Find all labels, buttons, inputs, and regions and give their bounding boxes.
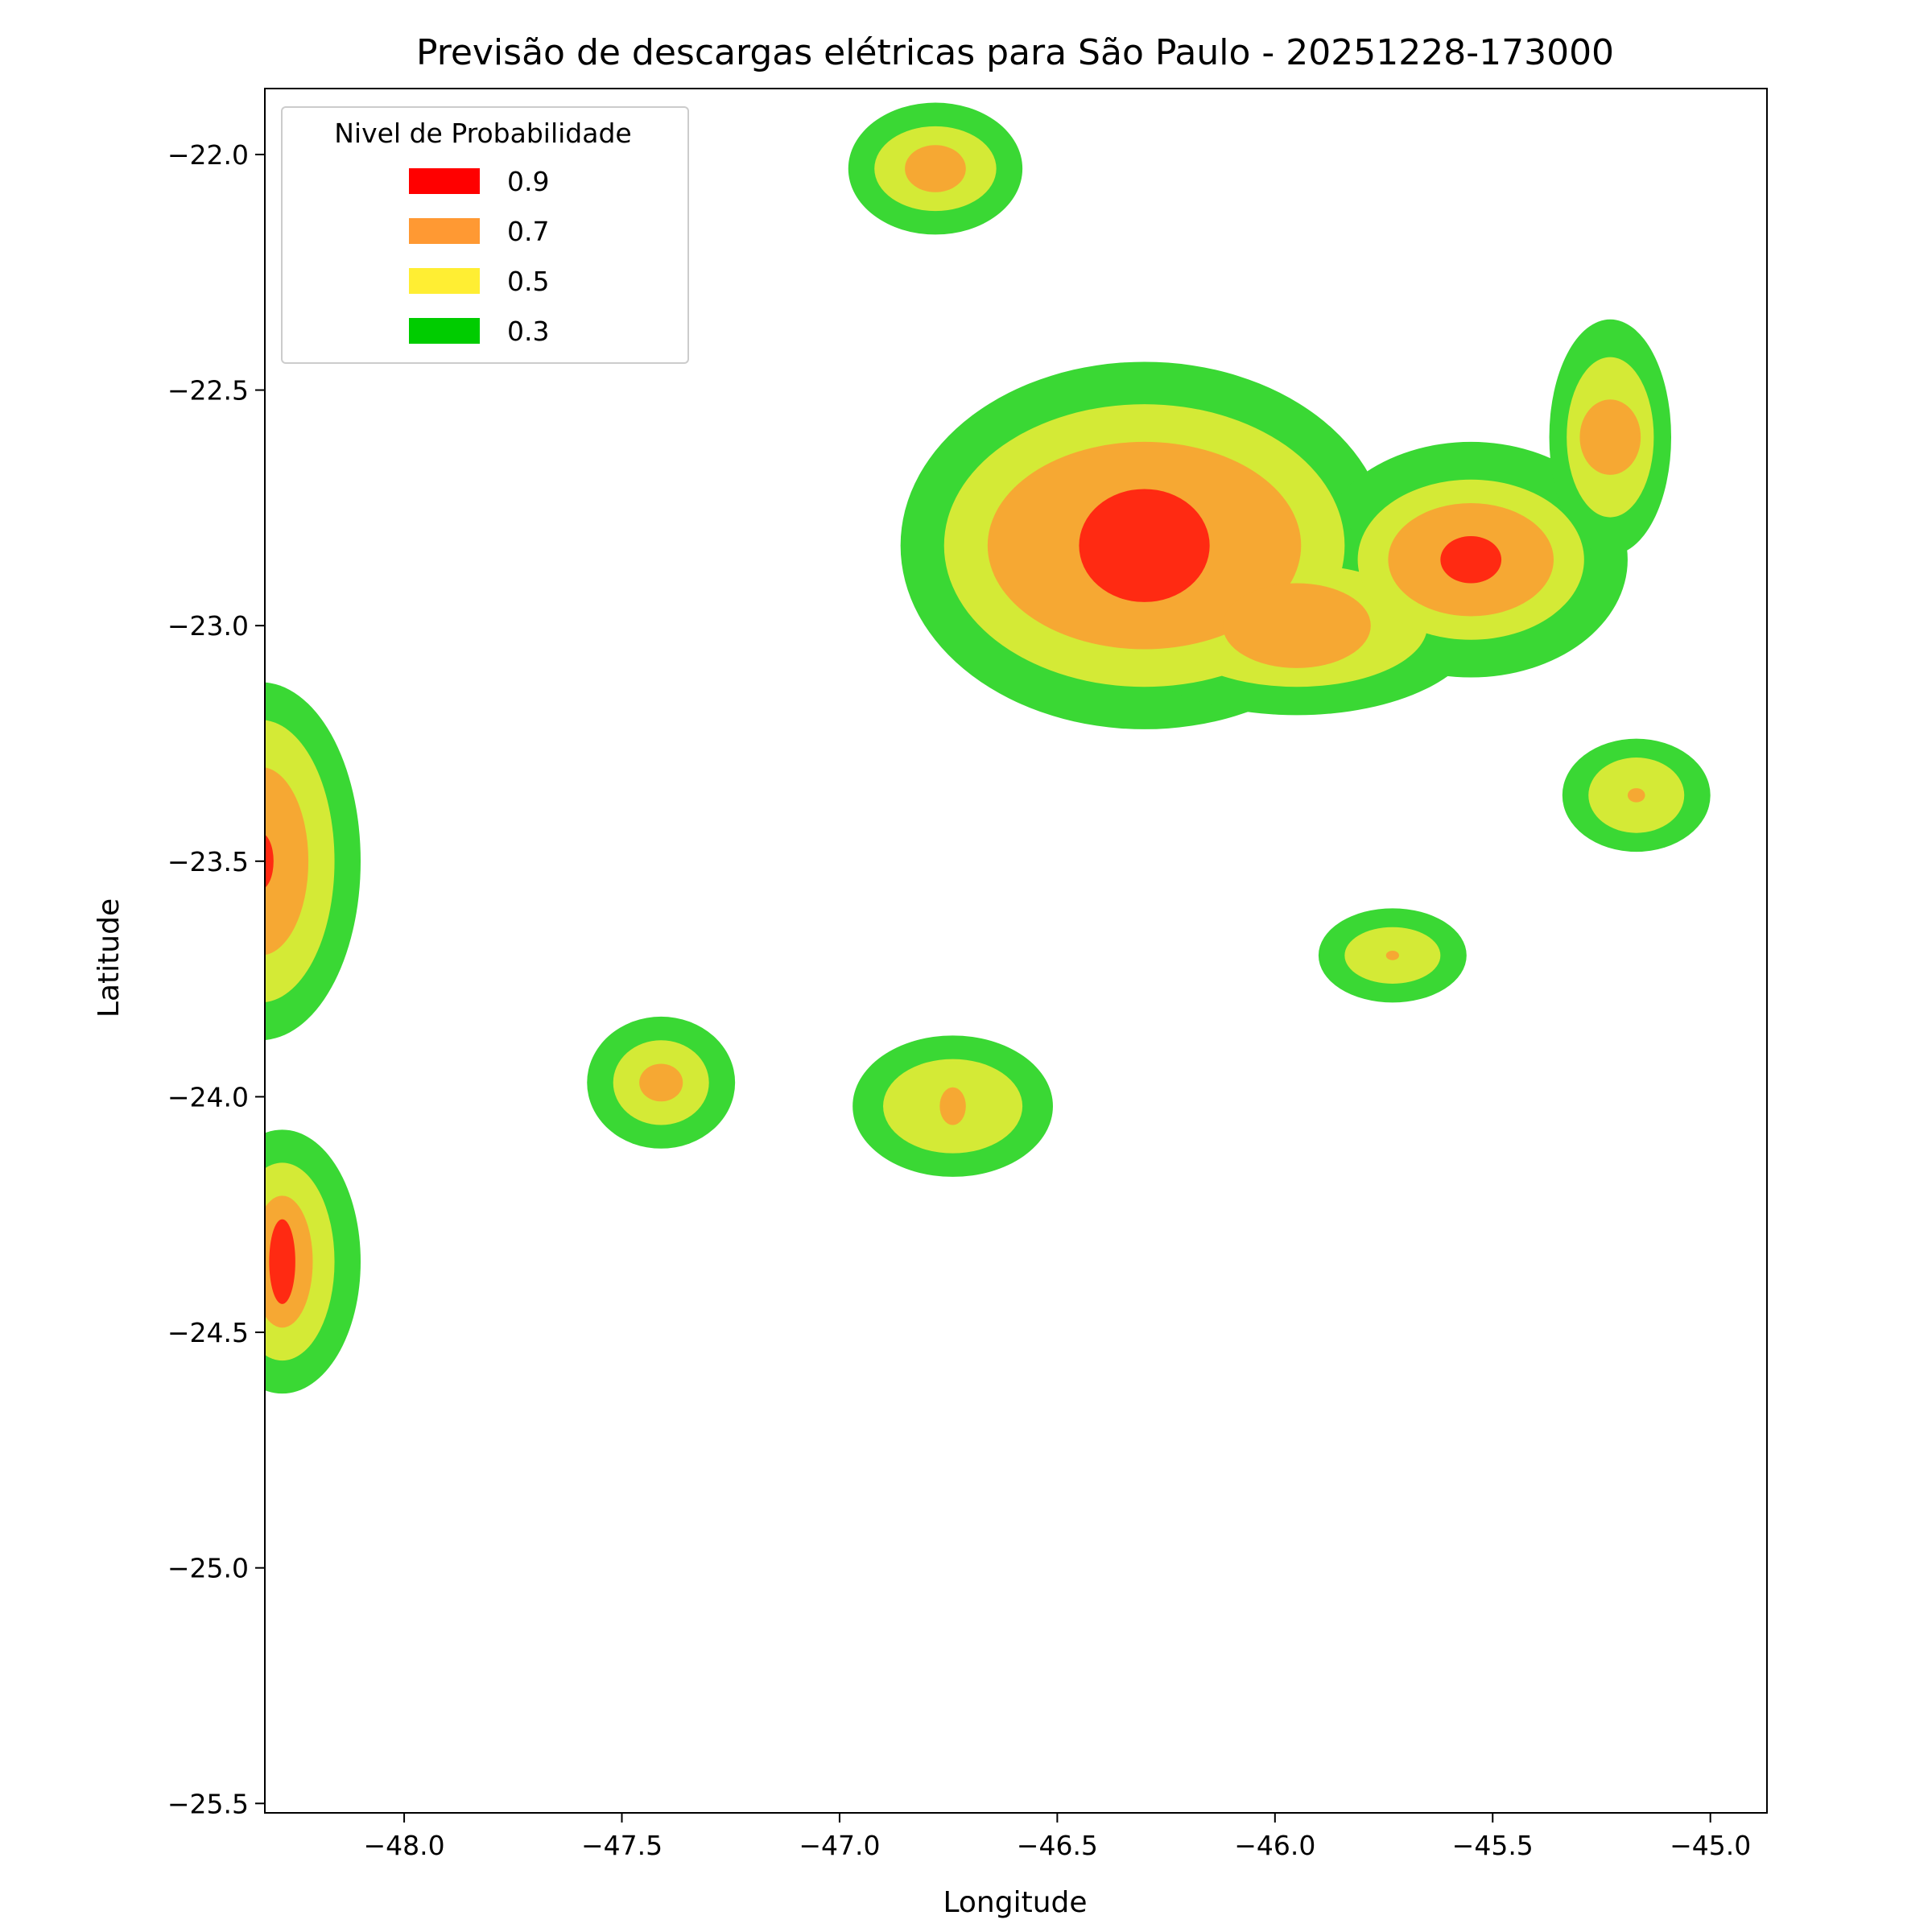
legend-label-0_9: 0.9 [507, 166, 549, 197]
x-tick-label: −47.5 [581, 1830, 663, 1861]
legend-title: Nivel de Probabilidade [334, 118, 631, 149]
y-tick-label: −24.5 [167, 1317, 249, 1348]
legend-label-0_3: 0.3 [507, 316, 549, 347]
contour-cell-9-level-0_7 [939, 1087, 966, 1125]
y-tick-label: −25.0 [167, 1553, 249, 1584]
contour-cell-10-level-0_7 [265, 767, 309, 956]
y-tick-label: −23.0 [167, 610, 249, 642]
contour-cell-4-level-0_7 [1579, 399, 1641, 475]
plot-background [265, 89, 1767, 1813]
x-axis-ticks: −48.0 −47.5 −47.0 −46.5 −46.0 −45.5 −45.0 [364, 1813, 1751, 1861]
legend-swatch-0_9 [409, 168, 480, 194]
y-axis-label: Latitude [93, 898, 126, 1018]
x-tick-label: −45.0 [1670, 1830, 1751, 1861]
x-tick-label: −45.5 [1452, 1830, 1534, 1861]
contour-cell-11-level-0_9 [269, 1219, 295, 1304]
legend-swatch-0_5 [409, 268, 480, 294]
contour-cell-5-level-0_7 [905, 145, 966, 192]
y-tick-label: −25.5 [167, 1788, 249, 1819]
chart-title: Previsão de descargas elétricas para São… [416, 32, 1614, 73]
x-tick-label: −48.0 [364, 1830, 445, 1861]
contour-cell-2-level-0_9 [1440, 535, 1502, 584]
contour-cell-8-level-0_7 [639, 1063, 683, 1102]
x-tick-label: −46.5 [1017, 1830, 1098, 1861]
y-axis-ticks: −22.0 −22.5 −23.0 −23.5 −24.0 −24.5 −25.0 −25.5 [167, 139, 265, 1819]
legend-swatch-0_7 [409, 218, 480, 244]
x-tick-label: −46.0 [1234, 1830, 1315, 1861]
y-tick-label: −24.0 [167, 1081, 249, 1113]
x-axis-label: Longitude [943, 1886, 1087, 1919]
contour-fills [265, 102, 1711, 1394]
legend-label-0_5: 0.5 [507, 266, 549, 297]
contour-cell-0-level-0_9 [1079, 489, 1210, 602]
y-tick-label: −22.0 [167, 139, 249, 171]
contour-cell-7-level-0_7 [1385, 951, 1399, 960]
legend-label-0_7: 0.7 [507, 216, 549, 247]
legend: Nivel de Probabilidade 0.9 0.7 0.5 0.3 [281, 106, 689, 364]
plot-frame [264, 88, 1768, 1814]
legend-box [281, 106, 689, 364]
contour-cell-1-level-0_7 [1222, 583, 1371, 668]
y-tick-label: −22.5 [167, 375, 249, 407]
contour-cell-10-level-0_9 [265, 834, 274, 888]
legend-swatch-0_3 [409, 318, 480, 344]
y-tick-label: −23.5 [167, 846, 249, 877]
x-tick-label: −47.0 [799, 1830, 880, 1861]
contour-cell-6-level-0_7 [1627, 788, 1645, 803]
